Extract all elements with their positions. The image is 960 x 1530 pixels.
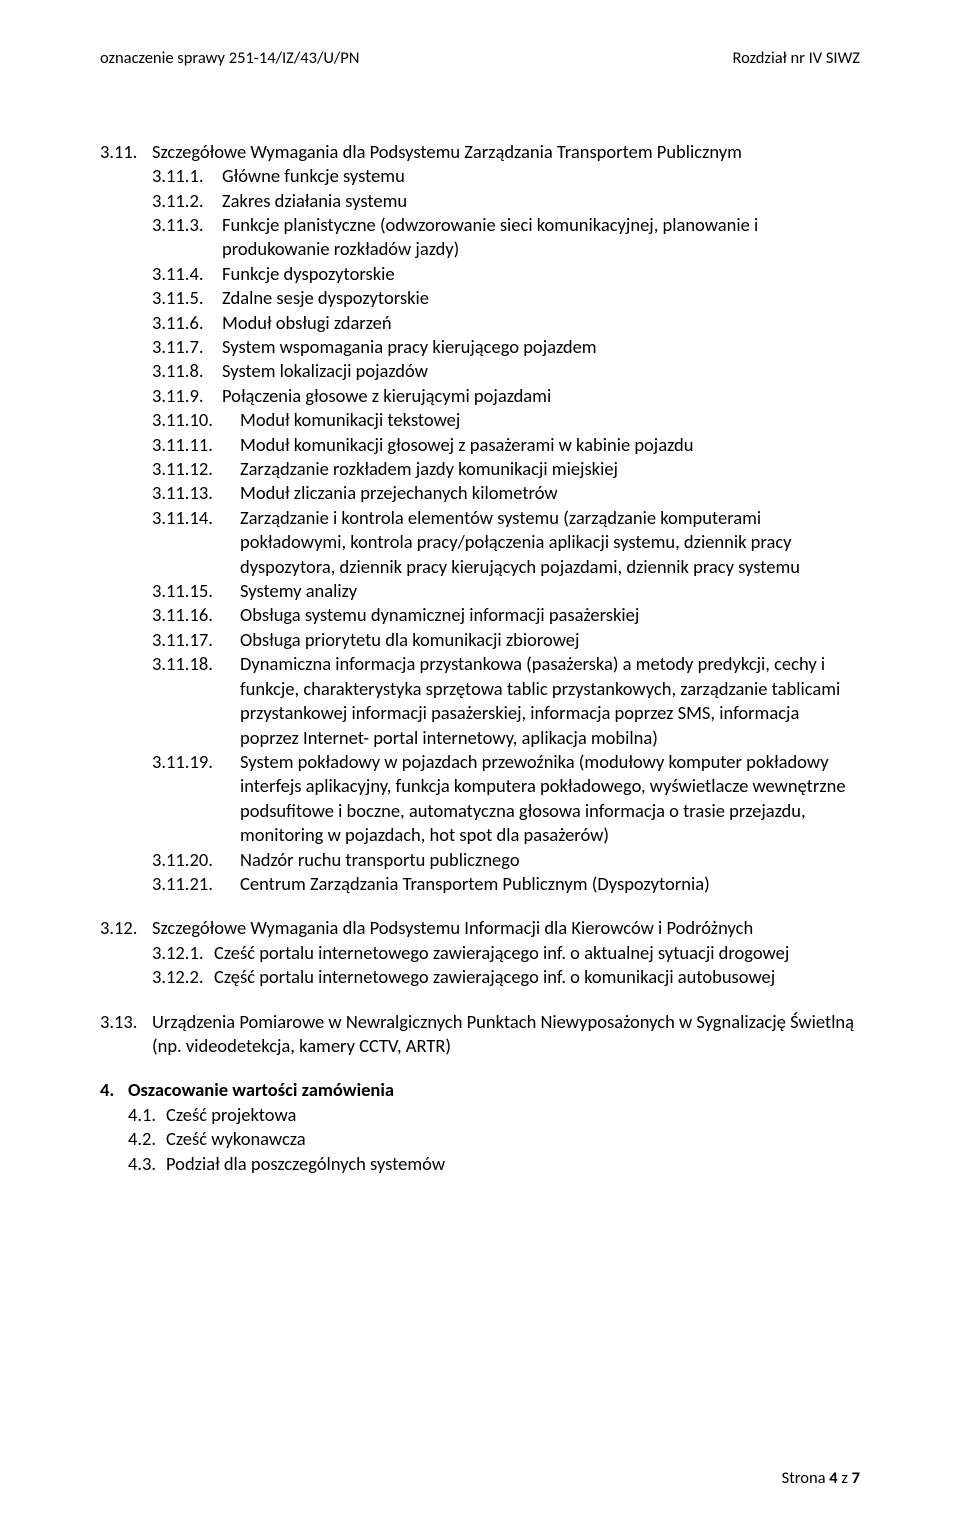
item-num: 3.11.16. bbox=[152, 603, 240, 627]
section-num: 3.13. bbox=[100, 1010, 152, 1059]
item-text: Systemy analizy bbox=[240, 579, 860, 603]
item-text: System wspomagania pracy kierującego poj… bbox=[222, 335, 860, 359]
list-item: 3.11.13.Moduł zliczania przejechanych ki… bbox=[152, 481, 860, 505]
item-num: 3.11.18. bbox=[152, 652, 240, 750]
list-item: 3.11.16. Obsługa systemu dynamicznej inf… bbox=[152, 603, 860, 627]
item-num: 3.11.3. bbox=[152, 213, 222, 262]
item-text: Cześć projektowa bbox=[166, 1103, 860, 1127]
footer-page-total: 7 bbox=[852, 1468, 860, 1488]
section-3-11: 3.11. Szczegółowe Wymagania dla Podsyste… bbox=[100, 140, 860, 164]
item-num: 3.11.19. bbox=[152, 750, 240, 848]
list-item: 3.12.1.Cześć portalu internetowego zawie… bbox=[152, 941, 860, 965]
list-item: 3.11.11.Moduł komunikacji głosowej z pas… bbox=[152, 433, 860, 457]
list-item: 3.11.3.Funkcje planistyczne (odwzorowani… bbox=[152, 213, 860, 262]
footer-label: Strona bbox=[782, 1468, 830, 1488]
section-text: Urządzenia Pomiarowe w Newralgicznych Pu… bbox=[152, 1010, 860, 1059]
list-item: 4.2.Cześć wykonawcza bbox=[128, 1127, 860, 1151]
section-num: 4. bbox=[100, 1078, 128, 1102]
page-footer: Strona 4 z 7 bbox=[782, 1468, 860, 1490]
section-num: 3.12. bbox=[100, 916, 152, 940]
item-num: 3.11.10. bbox=[152, 408, 240, 432]
footer-page-current: 4 bbox=[829, 1468, 837, 1488]
item-num: 3.11.20. bbox=[152, 848, 240, 872]
item-num: 3.11.5. bbox=[152, 286, 222, 310]
list-item: 3.11.19. System pokładowy w pojazdach pr… bbox=[152, 750, 860, 848]
item-text: System lokalizacji pojazdów bbox=[222, 359, 860, 383]
item-num: 3.11.11. bbox=[152, 433, 240, 457]
list-item: 3.11.6.Moduł obsługi zdarzeń bbox=[152, 311, 860, 335]
list-item: 3.11.4.Funkcje dyspozytorskie bbox=[152, 262, 860, 286]
item-num: 3.11.2. bbox=[152, 189, 222, 213]
item-text: Moduł zliczania przejechanych kilometrów bbox=[240, 481, 860, 505]
list-item: 3.11.18. Dynamiczna informacja przystank… bbox=[152, 652, 860, 750]
list-item: 3.11.2.Zakres działania systemu bbox=[152, 189, 860, 213]
item-num: 3.11.4. bbox=[152, 262, 222, 286]
item-text: Zakres działania systemu bbox=[222, 189, 860, 213]
item-num: 3.11.17. bbox=[152, 628, 240, 652]
item-text: Centrum Zarządzania Transportem Publiczn… bbox=[240, 872, 860, 896]
header-right: Rozdział nr IV SIWZ bbox=[733, 48, 861, 70]
list-item: 3.11.14.Zarządzanie i kontrola elementów… bbox=[152, 506, 860, 579]
list-item: 3.11.5.Zdalne sesje dyspozytorskie bbox=[152, 286, 860, 310]
item-num: 3.11.7. bbox=[152, 335, 222, 359]
item-num: 4.1. bbox=[128, 1103, 166, 1127]
item-num: 3.11.8. bbox=[152, 359, 222, 383]
item-text: Cześć portalu internetowego zawierająceg… bbox=[214, 941, 860, 965]
list-item: 3.11.7. System wspomagania pracy kierują… bbox=[152, 335, 860, 359]
item-text: Podział dla poszczególnych systemów bbox=[166, 1152, 860, 1176]
list-item: 3.11.21. Centrum Zarządzania Transportem… bbox=[152, 872, 860, 896]
list-item: 3.11.1.Główne funkcje systemu bbox=[152, 164, 860, 188]
list-item: 3.11.12.Zarządzanie rozkładem jazdy komu… bbox=[152, 457, 860, 481]
list-item: 3.12.2.Część portalu internetowego zawie… bbox=[152, 965, 860, 989]
section-title: Oszacowanie wartości zamówienia bbox=[128, 1078, 860, 1102]
item-num: 3.11.1. bbox=[152, 164, 222, 188]
section-title: Szczegółowe Wymagania dla Podsystemu Zar… bbox=[152, 140, 860, 164]
item-num: 3.11.13. bbox=[152, 481, 240, 505]
header-left: oznaczenie sprawy 251-14/IZ/43/U/PN bbox=[100, 48, 359, 70]
item-num: 3.11.14. bbox=[152, 506, 240, 579]
list-item: 3.11.17. Obsługa priorytetu dla komunika… bbox=[152, 628, 860, 652]
item-num: 3.12.1. bbox=[152, 941, 214, 965]
list-item: 3.11.20. Nadzór ruchu transportu publicz… bbox=[152, 848, 860, 872]
item-text: Obsługa systemu dynamicznej informacji p… bbox=[240, 603, 860, 627]
list-item: 3.11.8. System lokalizacji pojazdów bbox=[152, 359, 860, 383]
item-text: Nadzór ruchu transportu publicznego bbox=[240, 848, 860, 872]
item-text: Zarządzanie i kontrola elementów systemu… bbox=[240, 506, 860, 579]
section-3-12: 3.12. Szczegółowe Wymagania dla Podsyste… bbox=[100, 916, 860, 940]
item-num: 3.11.6. bbox=[152, 311, 222, 335]
item-text: Funkcje planistyczne (odwzorowanie sieci… bbox=[222, 213, 860, 262]
section-4: 4. Oszacowanie wartości zamówienia bbox=[100, 1078, 860, 1102]
item-text: Cześć wykonawcza bbox=[166, 1127, 860, 1151]
section-num: 3.11. bbox=[100, 140, 152, 164]
item-text: Część portalu internetowego zawierająceg… bbox=[214, 965, 860, 989]
item-text: System pokładowy w pojazdach przewoźnika… bbox=[240, 750, 860, 848]
item-text: Dynamiczna informacja przystankowa (pasa… bbox=[240, 652, 860, 750]
list-item: 4.1.Cześć projektowa bbox=[128, 1103, 860, 1127]
item-text: Obsługa priorytetu dla komunikacji zbior… bbox=[240, 628, 860, 652]
item-num: 3.11.12. bbox=[152, 457, 240, 481]
list-item: 3.11.9. Połączenia głosowe z kierującymi… bbox=[152, 384, 860, 408]
footer-sep: z bbox=[838, 1468, 852, 1488]
document-page: oznaczenie sprawy 251-14/IZ/43/U/PN Rozd… bbox=[0, 0, 960, 1530]
section-title: Szczegółowe Wymagania dla Podsystemu Inf… bbox=[152, 916, 860, 940]
section-3-13: 3.13. Urządzenia Pomiarowe w Newralgiczn… bbox=[100, 1010, 860, 1059]
item-text: Zarządzanie rozkładem jazdy komunikacji … bbox=[240, 457, 860, 481]
item-num: 3.11.9. bbox=[152, 384, 222, 408]
list-item: 4.3.Podział dla poszczególnych systemów bbox=[128, 1152, 860, 1176]
item-text: Moduł komunikacji głosowej z pasażerami … bbox=[240, 433, 860, 457]
list-item: 3.11.15. Systemy analizy bbox=[152, 579, 860, 603]
item-text: Moduł obsługi zdarzeń bbox=[222, 311, 860, 335]
item-num: 4.2. bbox=[128, 1127, 166, 1151]
page-header: oznaczenie sprawy 251-14/IZ/43/U/PN Rozd… bbox=[100, 48, 860, 70]
list-item: 3.11.10.Moduł komunikacji tekstowej bbox=[152, 408, 860, 432]
item-num: 3.11.21. bbox=[152, 872, 240, 896]
item-text: Główne funkcje systemu bbox=[222, 164, 860, 188]
item-text: Funkcje dyspozytorskie bbox=[222, 262, 860, 286]
item-text: Moduł komunikacji tekstowej bbox=[240, 408, 860, 432]
item-num: 3.12.2. bbox=[152, 965, 214, 989]
item-text: Połączenia głosowe z kierującymi pojazda… bbox=[222, 384, 860, 408]
item-num: 3.11.15. bbox=[152, 579, 240, 603]
item-num: 4.3. bbox=[128, 1152, 166, 1176]
item-text: Zdalne sesje dyspozytorskie bbox=[222, 286, 860, 310]
